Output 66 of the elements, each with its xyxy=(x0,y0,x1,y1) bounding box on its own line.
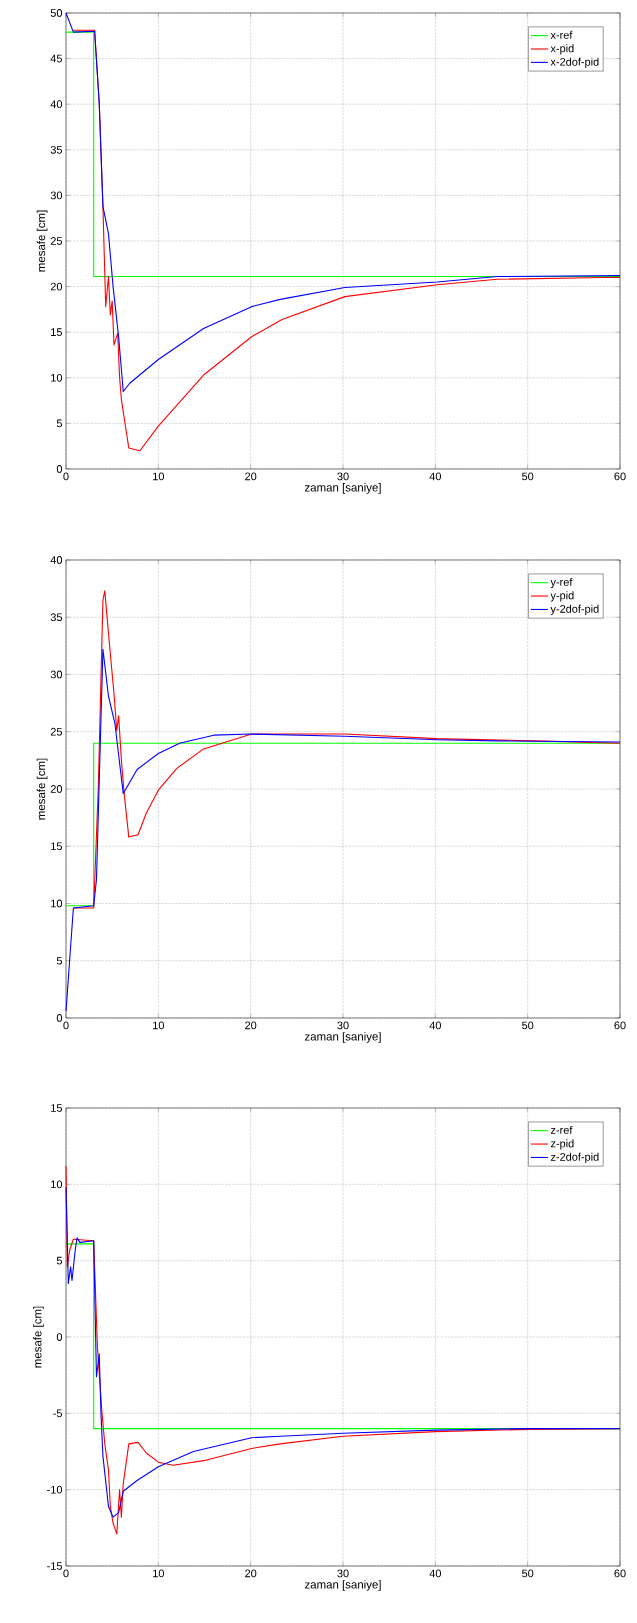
x-tick-label: 10 xyxy=(153,1569,164,1578)
x-tick-label: 50 xyxy=(522,1569,534,1578)
x-tick-label: 20 xyxy=(245,1021,257,1030)
legend-label: y-2dof-pid xyxy=(550,604,599,615)
x-tick-label: 20 xyxy=(245,472,257,481)
y-tick-label: 5 xyxy=(56,1256,63,1265)
x-axis-title: zaman [saniye] xyxy=(304,1032,381,1043)
x-tick-label: 40 xyxy=(429,1021,441,1030)
y-tick-label: 15 xyxy=(51,1104,63,1112)
x-tick-label: 20 xyxy=(245,1569,257,1578)
y-axis-title: mesafe [cm] xyxy=(36,758,48,820)
legend-label: x-ref xyxy=(550,30,573,39)
x-tick-label: 0 xyxy=(63,472,69,481)
line-series xyxy=(65,12,621,393)
x-tick-label: 10 xyxy=(153,1021,164,1030)
y-tick-label: 40 xyxy=(50,100,63,109)
x-tick-label: 60 xyxy=(614,1021,626,1030)
y-tick-label: 35 xyxy=(50,613,63,622)
x-axis-title: zaman [saniye] xyxy=(304,1580,381,1591)
x-tick-label: 50 xyxy=(522,472,534,481)
legend-label: x-2dof-pid xyxy=(550,57,599,68)
line-series xyxy=(72,590,621,909)
y-tick-label: 30 xyxy=(50,670,63,679)
y-tick-label: 15 xyxy=(51,328,63,337)
y-tick-label: 50 xyxy=(50,9,63,17)
x-tick-label: 30 xyxy=(337,1021,349,1030)
y-tick-label: 30 xyxy=(50,191,63,200)
y-tick-label: 5 xyxy=(56,956,63,965)
x-tick-label: 30 xyxy=(337,1569,349,1578)
y-tick-label: -15 xyxy=(47,1562,63,1570)
y-tick-label: 15 xyxy=(51,842,63,851)
legend-label: z-ref xyxy=(550,1125,573,1134)
y-tick-label: 25 xyxy=(50,237,63,245)
x-tick-label: 50 xyxy=(522,1021,534,1030)
y-tick-label: 5 xyxy=(56,419,63,428)
x-tick-label: 60 xyxy=(614,1569,626,1578)
y-tick-label: 25 xyxy=(50,727,63,736)
y-tick-label: 10 xyxy=(51,899,63,908)
legend-label: z-pid xyxy=(550,1139,574,1150)
x-axis-title: zaman [saniye] xyxy=(304,483,381,494)
legend-label: z-2dof-pid xyxy=(550,1152,599,1163)
y-tick-label: 10 xyxy=(51,1180,63,1189)
x-tick-label: 10 xyxy=(153,472,164,481)
line-series xyxy=(65,648,621,1012)
y-tick-label: 0 xyxy=(56,1014,63,1022)
y-tick-label: 20 xyxy=(50,785,63,793)
y-tick-label: 0 xyxy=(56,1333,63,1341)
x-tick-label: 40 xyxy=(429,1569,441,1578)
x-tick-label: 40 xyxy=(429,472,441,481)
legend-label: y-ref xyxy=(550,577,573,589)
y-tick-label: -5 xyxy=(53,1409,63,1418)
y-tick-label: 10 xyxy=(51,373,63,382)
y-tick-label: 35 xyxy=(50,145,63,154)
x-tick-label: 0 xyxy=(63,1021,69,1030)
y-tick-label: -10 xyxy=(47,1485,63,1494)
y-axis-title: mesafe [cm] xyxy=(36,210,48,272)
legend-label: y-pid xyxy=(550,591,574,602)
y-tick-label: 0 xyxy=(56,465,63,473)
x-tick-label: 30 xyxy=(337,472,349,481)
y-tick-label: 40 xyxy=(50,556,63,564)
y-tick-label: 20 xyxy=(50,282,63,291)
legend-label: x-pid xyxy=(550,44,574,55)
y-axis-title: mesafe [cm] xyxy=(33,1306,44,1368)
y-tick-label: 45 xyxy=(50,54,63,63)
x-tick-label: 0 xyxy=(63,1569,69,1578)
x-tick-label: 60 xyxy=(614,472,626,481)
